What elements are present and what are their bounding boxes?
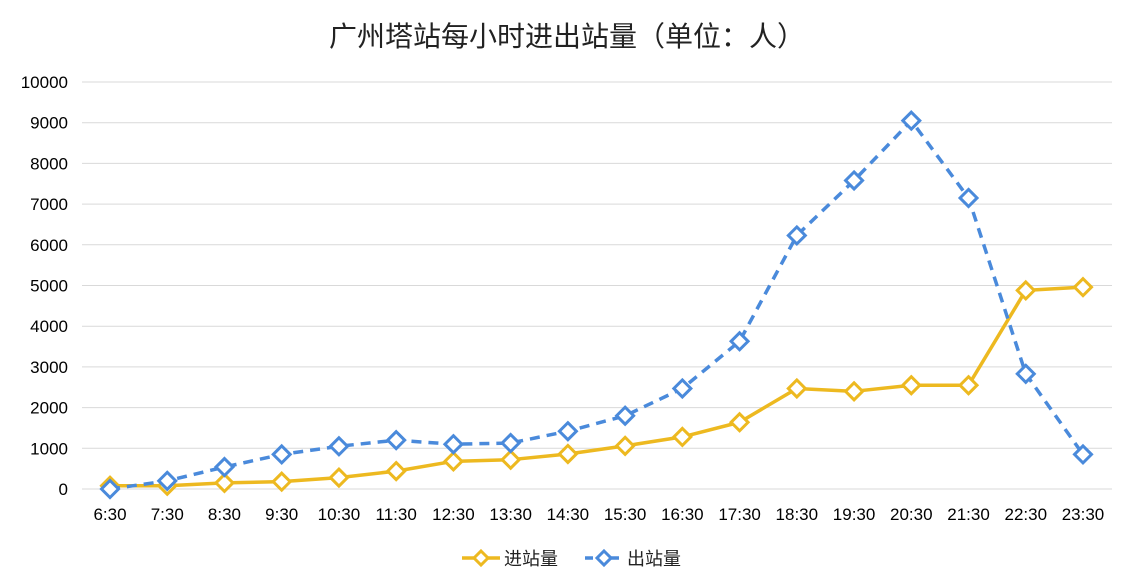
data-point bbox=[1015, 363, 1037, 385]
data-point bbox=[385, 460, 407, 482]
y-tick-label: 6000 bbox=[30, 236, 68, 255]
x-tick-label: 14:30 bbox=[547, 505, 590, 524]
y-tick-label: 10000 bbox=[21, 73, 68, 92]
y-tick-label: 3000 bbox=[30, 358, 68, 377]
x-tick-label: 6:30 bbox=[93, 505, 126, 524]
legend: 进站量 出站量 bbox=[462, 548, 681, 570]
y-axis-ticks: 0 1000 2000 3000 4000 5000 6000 7000 8000 9000 100… bbox=[21, 73, 68, 499]
series-line bbox=[110, 285, 1084, 488]
data-point bbox=[271, 471, 293, 493]
y-tick-label: 9000 bbox=[30, 114, 68, 133]
data-point bbox=[328, 435, 350, 457]
series-2 bbox=[99, 110, 1094, 500]
y-tick-label: 4000 bbox=[30, 317, 68, 336]
y-tick-label: 7000 bbox=[30, 195, 68, 214]
series-line bbox=[109, 118, 1085, 491]
data-point bbox=[786, 377, 808, 400]
series-1 bbox=[99, 276, 1094, 497]
legend-marker bbox=[594, 548, 614, 568]
gridlines bbox=[82, 81, 1112, 490]
data-point bbox=[786, 224, 808, 247]
data-point bbox=[728, 411, 751, 433]
y-tick-label: 8000 bbox=[30, 154, 68, 173]
data-point bbox=[557, 420, 579, 442]
data-point bbox=[957, 187, 980, 209]
y-tick-label: 0 bbox=[59, 480, 68, 499]
x-tick-label: 11:30 bbox=[376, 505, 417, 524]
data-point bbox=[271, 443, 293, 466]
x-tick-label: 15:30 bbox=[604, 505, 647, 524]
data-point bbox=[843, 169, 865, 192]
data-point bbox=[328, 466, 350, 489]
y-tick-label: 1000 bbox=[30, 439, 68, 458]
x-tick-label: 19:30 bbox=[833, 505, 876, 524]
data-point bbox=[500, 432, 522, 454]
data-point bbox=[557, 443, 579, 465]
x-tick-label: 20:30 bbox=[890, 505, 933, 524]
x-tick-label: 10:30 bbox=[318, 505, 361, 524]
x-tick-label: 8:30 bbox=[208, 505, 241, 524]
data-point bbox=[957, 374, 980, 396]
y-tick-label: 2000 bbox=[30, 399, 68, 418]
data-point bbox=[500, 449, 522, 471]
data-point bbox=[213, 472, 236, 494]
data-point bbox=[1072, 443, 1094, 466]
data-point bbox=[156, 470, 178, 492]
data-point bbox=[671, 426, 693, 448]
data-point bbox=[442, 433, 465, 455]
legend-item: 出站量 bbox=[585, 548, 681, 570]
data-point bbox=[1072, 276, 1094, 298]
legend-label: 进站量 bbox=[504, 549, 558, 570]
data-point bbox=[614, 435, 636, 457]
legend-item: 进站量 bbox=[462, 548, 558, 570]
data-point bbox=[671, 377, 693, 400]
x-tick-label: 13:30 bbox=[489, 505, 532, 524]
data-point bbox=[213, 456, 236, 478]
legend-marker bbox=[471, 548, 491, 568]
legend-label: 出站量 bbox=[627, 549, 681, 570]
data-point bbox=[900, 374, 922, 396]
x-tick-label: 9:30 bbox=[265, 505, 298, 524]
x-tick-label: 16:30 bbox=[661, 505, 704, 524]
y-tick-label: 5000 bbox=[30, 277, 68, 296]
chart-title: 广州塔站每小时进出站量（单位：人） bbox=[329, 20, 805, 53]
x-tick-label: 18:30 bbox=[776, 505, 819, 524]
series-group bbox=[99, 110, 1094, 500]
x-axis-ticks: 6:30 7:30 8:30 9:30 10:30 11:30 12:30 13:30 14:3… bbox=[93, 505, 1104, 524]
x-tick-label: 7:30 bbox=[151, 505, 184, 524]
data-point bbox=[99, 478, 121, 500]
x-tick-label: 22:30 bbox=[1004, 505, 1047, 524]
x-tick-label: 21:30 bbox=[947, 505, 990, 524]
data-point bbox=[900, 110, 922, 132]
data-point bbox=[1015, 279, 1037, 302]
x-tick-label: 12:30 bbox=[432, 505, 475, 524]
data-point bbox=[614, 405, 636, 427]
x-tick-label: 23:30 bbox=[1062, 505, 1105, 524]
data-point bbox=[442, 450, 465, 472]
data-point bbox=[843, 380, 865, 402]
data-point bbox=[385, 429, 407, 451]
data-point bbox=[728, 330, 751, 352]
x-tick-label: 17:30 bbox=[718, 505, 761, 524]
